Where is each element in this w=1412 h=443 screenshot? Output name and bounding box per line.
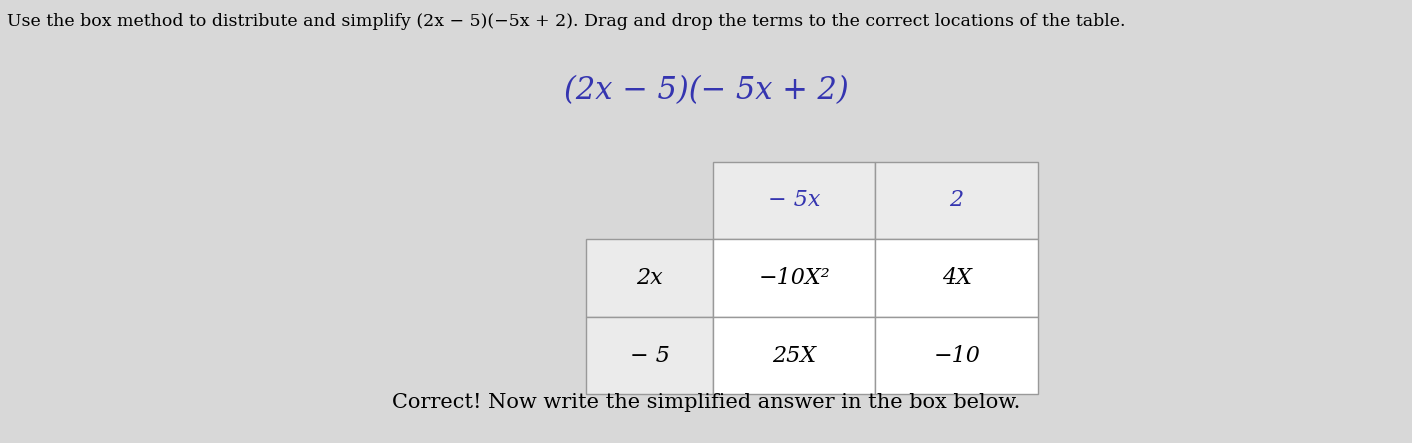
- Text: Correct! Now write the simplified answer in the box below.: Correct! Now write the simplified answer…: [391, 393, 1021, 412]
- Bar: [713, 317, 875, 394]
- Bar: [586, 239, 713, 317]
- Bar: [875, 317, 1038, 394]
- Text: 2: 2: [949, 190, 964, 211]
- Text: 25X: 25X: [772, 345, 816, 366]
- Bar: [713, 162, 875, 239]
- Text: 2x: 2x: [637, 267, 662, 289]
- Bar: [875, 162, 1038, 239]
- Text: − 5: − 5: [630, 345, 669, 366]
- Text: −10: −10: [933, 345, 980, 366]
- Text: − 5x: − 5x: [768, 190, 820, 211]
- Text: (2x − 5)(− 5x + 2): (2x − 5)(− 5x + 2): [563, 75, 849, 106]
- Bar: [586, 317, 713, 394]
- Text: Use the box method to distribute and simplify (2x − 5)(−5x + 2). Drag and drop t: Use the box method to distribute and sim…: [7, 13, 1125, 30]
- Text: −10X²: −10X²: [758, 267, 830, 289]
- Bar: [713, 239, 875, 317]
- Text: 4X: 4X: [942, 267, 971, 289]
- Bar: [875, 239, 1038, 317]
